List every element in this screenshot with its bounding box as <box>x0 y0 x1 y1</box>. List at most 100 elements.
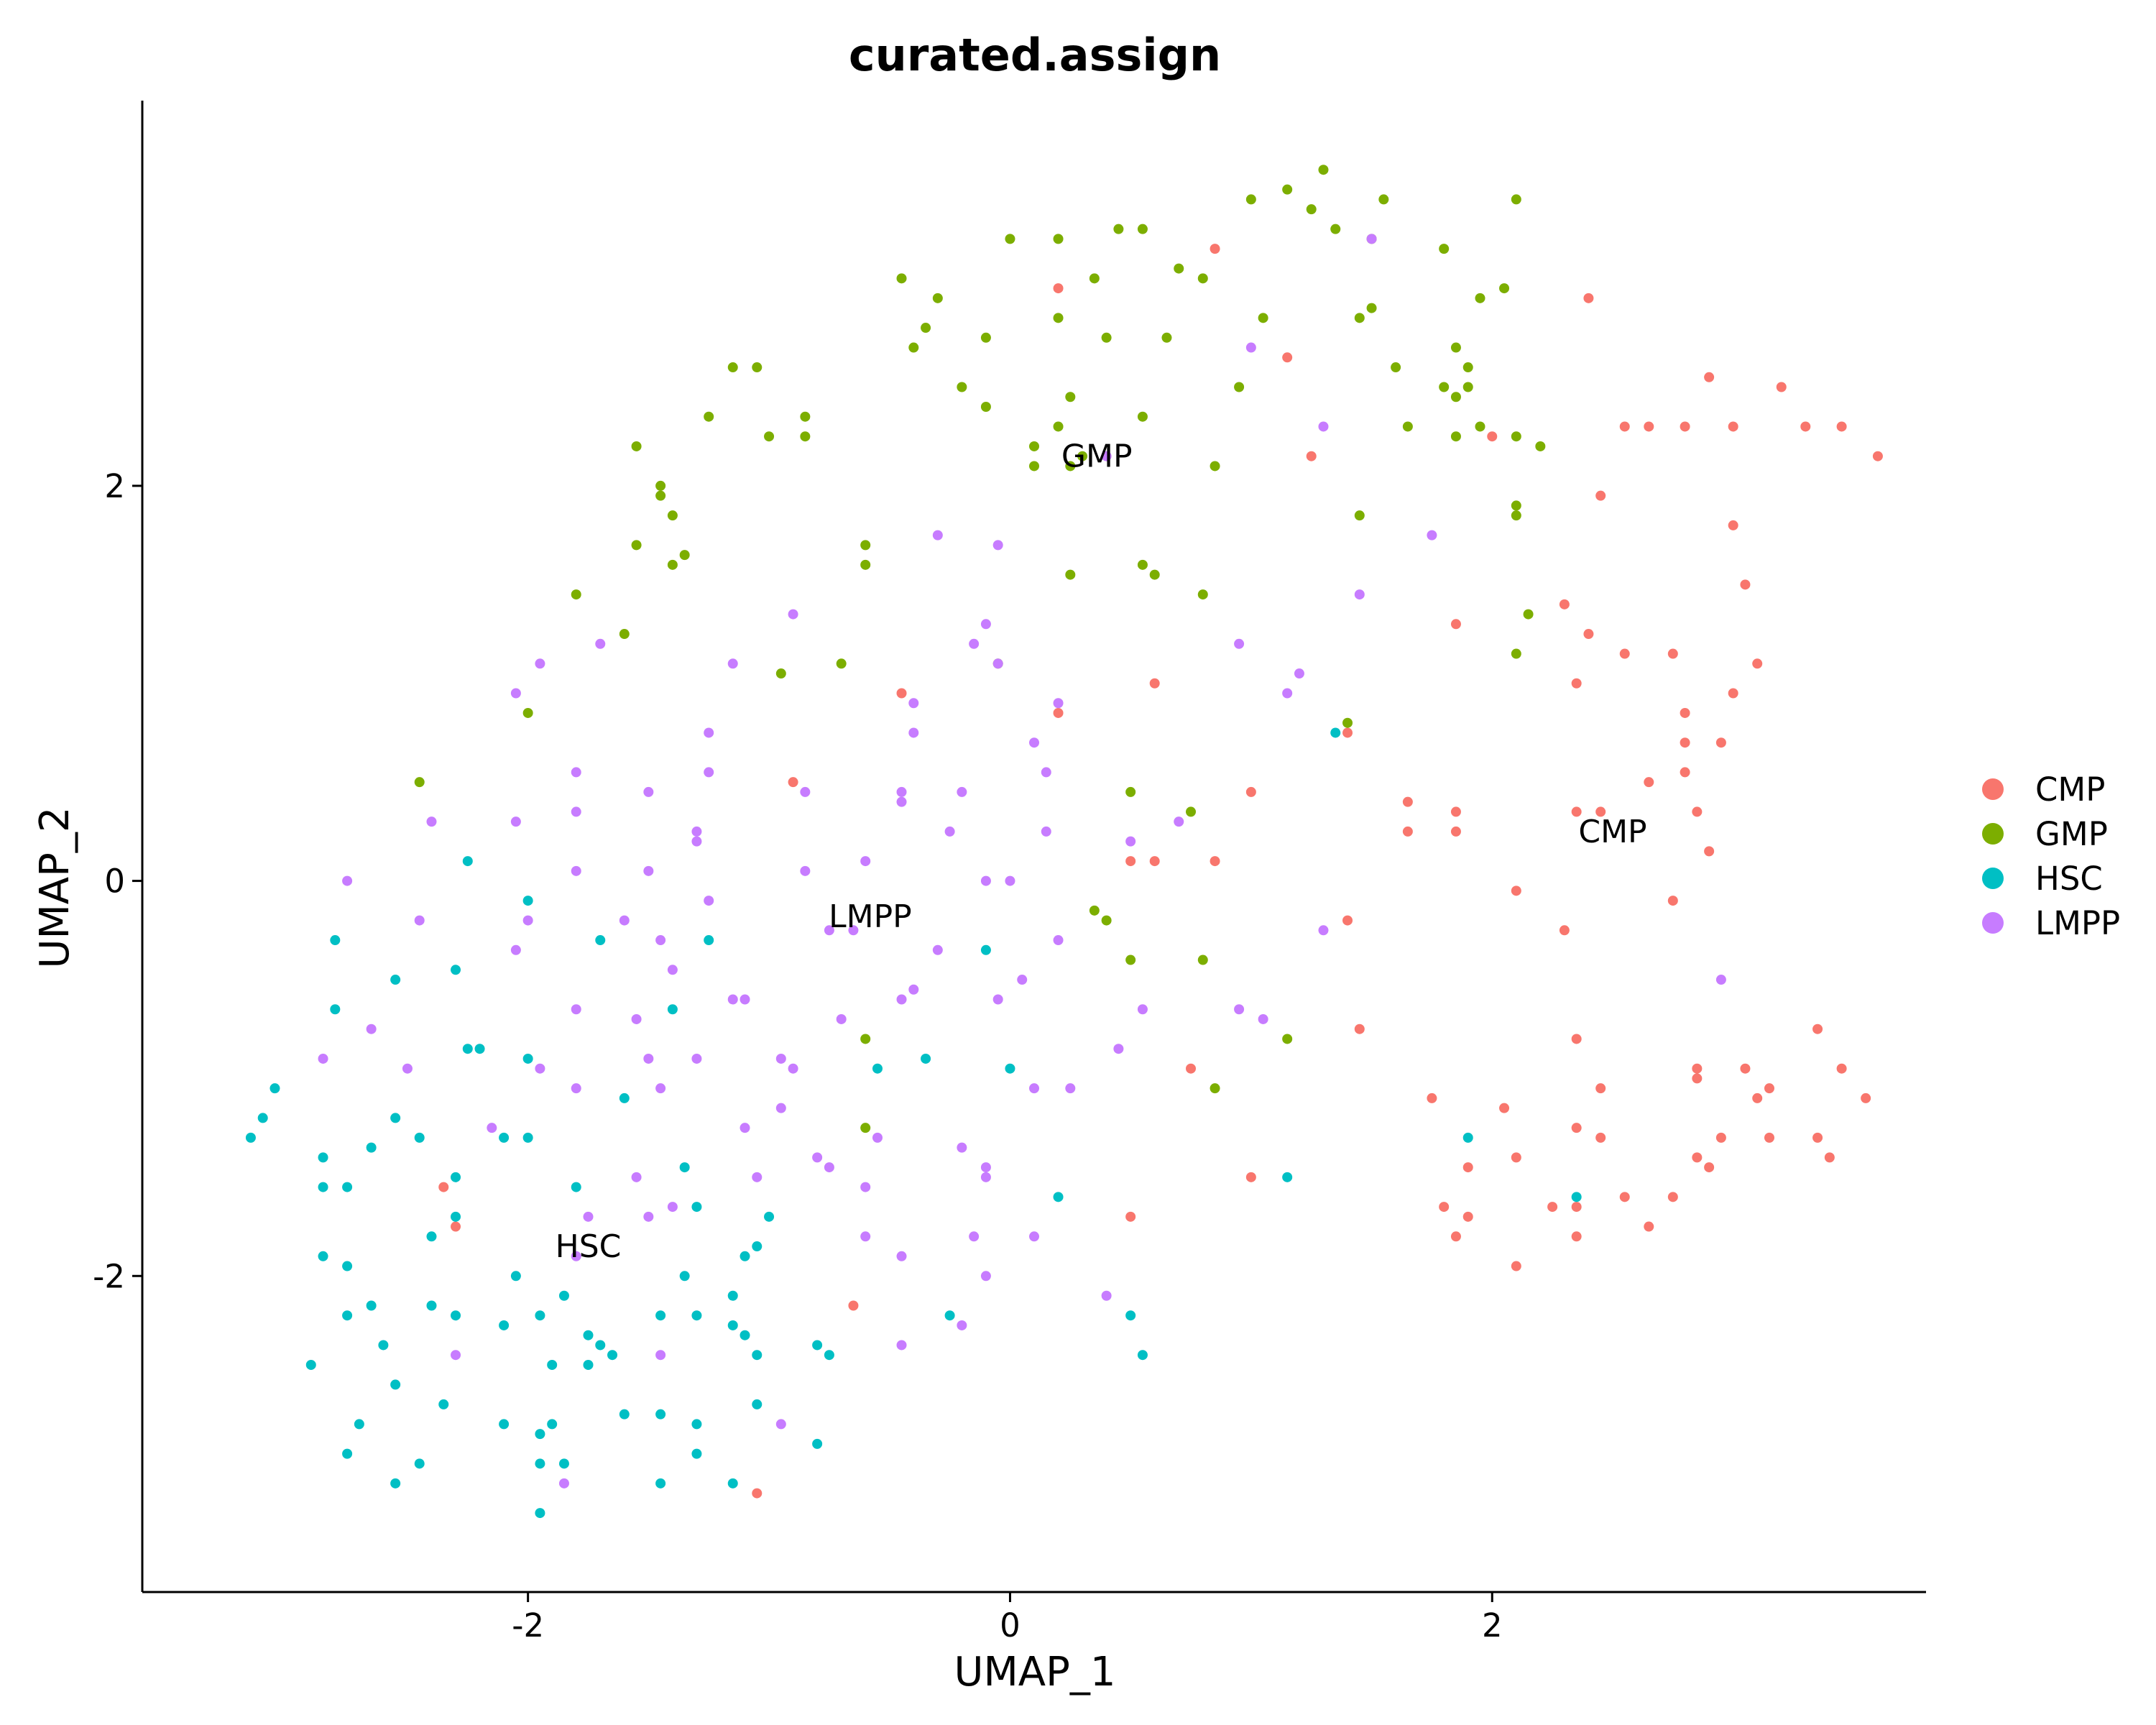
point-lmpp-73 <box>318 1053 328 1064</box>
point-gmp-18 <box>1499 283 1510 294</box>
point-cmp-44 <box>1053 707 1064 718</box>
point-gmp-70 <box>1149 569 1160 580</box>
point-hsc-48 <box>366 1300 377 1311</box>
point-cmp-78 <box>1439 1202 1450 1213</box>
point-lmpp-28 <box>896 786 907 797</box>
legend-label-cmp: CMP <box>2035 770 2105 809</box>
point-lmpp-87 <box>487 1123 497 1133</box>
cluster-label-lmpp: LMPP <box>829 898 912 935</box>
cluster-label-gmp: GMP <box>1061 438 1133 475</box>
point-gmp-84 <box>1342 717 1353 728</box>
point-hsc-25 <box>522 1132 533 1143</box>
point-hsc-7 <box>390 975 401 985</box>
point-lmpp-65 <box>1137 1004 1148 1015</box>
point-gmp-30 <box>1462 362 1473 373</box>
point-cmp-49 <box>1245 786 1256 797</box>
point-hsc-6 <box>980 944 991 955</box>
point-cmp-55 <box>1836 1063 1847 1074</box>
point-gmp-14 <box>1197 273 1208 284</box>
x-tick-label-1: 0 <box>1000 1606 1021 1644</box>
point-lmpp-70 <box>1258 1013 1268 1024</box>
point-lmpp-110 <box>896 1340 907 1351</box>
point-lmpp-48 <box>704 896 714 906</box>
point-hsc-10 <box>667 1004 678 1015</box>
point-hsc-84 <box>558 1458 569 1469</box>
point-lmpp-81 <box>1113 1044 1124 1054</box>
point-lmpp-47 <box>1005 875 1015 886</box>
y-tick-label-2: 2 <box>104 467 125 505</box>
point-gmp-58 <box>655 480 666 491</box>
point-cmp-45 <box>1342 727 1353 738</box>
point-lmpp-89 <box>872 1132 883 1143</box>
point-lmpp-2 <box>1318 421 1329 432</box>
point-gmp-91 <box>1210 1083 1220 1094</box>
cluster-label-cmp: CMP <box>1578 814 1646 850</box>
point-gmp-38 <box>727 362 738 373</box>
point-lmpp-7 <box>1354 589 1365 600</box>
point-cmp-73 <box>1704 1162 1715 1173</box>
point-cmp-76 <box>1619 1192 1630 1202</box>
point-lmpp-41 <box>860 856 871 867</box>
point-cmp-80 <box>1547 1202 1558 1213</box>
point-cmp-33 <box>1450 826 1461 837</box>
point-hsc-50 <box>535 1310 545 1321</box>
point-lmpp-50 <box>522 915 533 926</box>
point-lmpp-17 <box>510 688 521 699</box>
point-gmp-74 <box>619 629 630 640</box>
point-hsc-46 <box>558 1290 569 1301</box>
point-gmp-13 <box>1174 263 1184 274</box>
point-cmp-2 <box>1644 421 1654 432</box>
point-hsc-81 <box>812 1438 823 1449</box>
point-lmpp-36 <box>691 836 702 847</box>
point-hsc-37 <box>1571 1192 1582 1202</box>
point-gmp-42 <box>764 431 775 442</box>
point-hsc-65 <box>812 1340 823 1351</box>
point-gmp-69 <box>1137 559 1148 570</box>
point-gmp-27 <box>1101 332 1112 343</box>
point-gmp-12 <box>1439 244 1450 254</box>
point-hsc-61 <box>595 1340 606 1351</box>
point-gmp-25 <box>908 342 919 353</box>
point-cmp-38 <box>1342 915 1353 926</box>
point-lmpp-16 <box>1294 668 1304 679</box>
point-gmp-17 <box>932 293 943 303</box>
x-tick-label-0: -2 <box>512 1606 544 1644</box>
point-hsc-74 <box>619 1409 630 1420</box>
point-gmp-3 <box>1378 194 1389 205</box>
point-cmp-12 <box>1728 520 1738 530</box>
point-cmp-16 <box>1583 629 1594 640</box>
point-lmpp-42 <box>342 875 353 886</box>
point-lmpp-23 <box>1029 737 1039 748</box>
point-hsc-62 <box>607 1350 618 1361</box>
point-cmp-30 <box>1595 806 1606 817</box>
point-lmpp-53 <box>848 925 859 936</box>
point-cmp-71 <box>1715 1132 1726 1143</box>
point-gmp-26 <box>980 332 991 343</box>
point-cmp-46 <box>1125 856 1136 867</box>
point-gmp-40 <box>704 411 714 422</box>
point-hsc-78 <box>499 1419 510 1430</box>
point-gmp-62 <box>679 550 690 561</box>
legend-label-gmp: GMP <box>2035 815 2108 853</box>
point-lmpp-54 <box>932 944 943 955</box>
point-gmp-64 <box>1511 500 1521 511</box>
point-lmpp-99 <box>643 1211 654 1222</box>
point-cmp-4 <box>1704 372 1715 382</box>
point-hsc-53 <box>583 1330 594 1340</box>
point-cmp-50 <box>896 688 907 699</box>
point-lmpp-49 <box>414 915 425 926</box>
point-lmpp-75 <box>775 1053 786 1064</box>
point-cmp-72 <box>1692 1152 1703 1163</box>
point-lmpp-83 <box>1065 1083 1076 1094</box>
point-cmp-66 <box>1595 1132 1606 1143</box>
point-cmp-28 <box>1450 806 1461 817</box>
point-hsc-71 <box>390 1379 401 1390</box>
point-gmp-46 <box>1053 421 1064 432</box>
point-lmpp-77 <box>788 1063 798 1074</box>
point-lmpp-35 <box>691 826 702 837</box>
point-cmp-88 <box>848 1300 859 1311</box>
point-cmp-90 <box>438 1182 449 1192</box>
point-lmpp-33 <box>426 816 437 827</box>
point-lmpp-93 <box>980 1162 991 1173</box>
point-hsc-57 <box>727 1320 738 1330</box>
